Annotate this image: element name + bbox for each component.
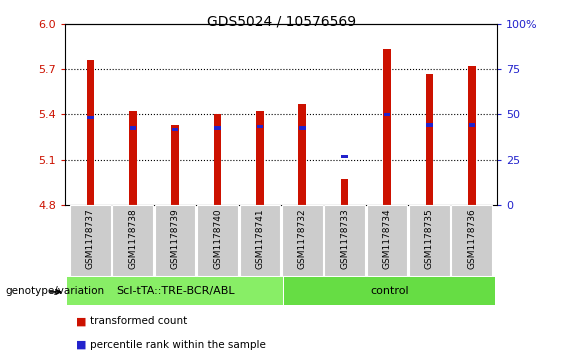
Bar xyxy=(256,111,264,205)
Bar xyxy=(214,126,221,130)
FancyBboxPatch shape xyxy=(324,205,365,276)
FancyBboxPatch shape xyxy=(367,205,407,276)
Bar xyxy=(129,126,136,130)
Bar xyxy=(299,126,306,130)
Bar xyxy=(384,113,390,116)
Text: GSM1178732: GSM1178732 xyxy=(298,209,307,269)
Text: GSM1178738: GSM1178738 xyxy=(128,209,137,269)
Text: GSM1178735: GSM1178735 xyxy=(425,209,434,269)
Bar xyxy=(468,123,475,127)
FancyBboxPatch shape xyxy=(112,205,153,276)
Text: GSM1178740: GSM1178740 xyxy=(213,209,222,269)
Bar xyxy=(468,66,476,205)
Bar xyxy=(341,179,349,205)
Bar xyxy=(298,104,306,205)
Bar xyxy=(425,74,433,205)
Text: GSM1178739: GSM1178739 xyxy=(171,209,180,269)
Bar xyxy=(426,123,433,127)
Bar xyxy=(172,128,179,131)
Bar xyxy=(383,49,391,205)
FancyBboxPatch shape xyxy=(155,205,195,276)
Text: GSM1178741: GSM1178741 xyxy=(255,209,264,269)
Bar xyxy=(257,125,263,128)
Text: GSM1178737: GSM1178737 xyxy=(86,209,95,269)
Text: transformed count: transformed count xyxy=(90,316,188,326)
FancyBboxPatch shape xyxy=(70,205,111,276)
Text: control: control xyxy=(370,286,408,296)
Bar xyxy=(87,116,94,119)
FancyBboxPatch shape xyxy=(240,205,280,276)
FancyBboxPatch shape xyxy=(282,205,323,276)
Bar xyxy=(86,60,94,205)
Bar xyxy=(214,114,221,205)
FancyBboxPatch shape xyxy=(67,277,283,305)
Bar xyxy=(171,125,179,205)
FancyBboxPatch shape xyxy=(451,205,492,276)
FancyBboxPatch shape xyxy=(197,205,238,276)
FancyBboxPatch shape xyxy=(409,205,450,276)
Text: ■: ■ xyxy=(76,316,87,326)
Bar xyxy=(129,111,137,205)
Text: ScI-tTA::TRE-BCR/ABL: ScI-tTA::TRE-BCR/ABL xyxy=(116,286,234,296)
Text: ■: ■ xyxy=(76,340,87,350)
Text: percentile rank within the sample: percentile rank within the sample xyxy=(90,340,266,350)
Text: GSM1178736: GSM1178736 xyxy=(467,209,476,269)
Text: GSM1178733: GSM1178733 xyxy=(340,209,349,269)
Text: genotype/variation: genotype/variation xyxy=(6,286,105,296)
Text: GDS5024 / 10576569: GDS5024 / 10576569 xyxy=(207,15,355,29)
Text: GSM1178734: GSM1178734 xyxy=(383,209,392,269)
FancyBboxPatch shape xyxy=(284,277,495,305)
Bar xyxy=(341,155,348,158)
